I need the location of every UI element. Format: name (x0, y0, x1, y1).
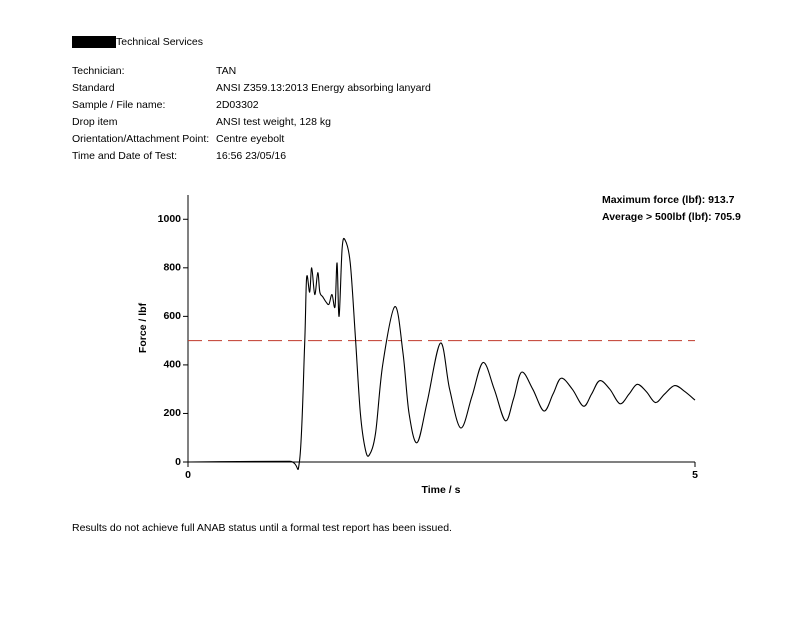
y-tick-label: 0 (175, 456, 181, 468)
field-value: 2D03302 (216, 99, 259, 111)
header-title: Technical Services (116, 36, 203, 48)
field-label: Drop item (72, 116, 118, 128)
field-label: Time and Date of Test: (72, 150, 177, 162)
x-axis-label: Time / s (422, 484, 461, 496)
field-label: Orientation/Attachment Point: (72, 133, 209, 145)
field-value: Centre eyebolt (216, 133, 284, 145)
x-tick-label: 5 (692, 469, 698, 481)
field-value: TAN (216, 65, 236, 77)
footer-note: Results do not achieve full ANAB status … (72, 522, 452, 534)
annotation: Average > 500lbf (lbf): 705.9 (602, 211, 741, 223)
y-axis-label: Force / lbf (137, 302, 149, 353)
annotation: Maximum force (lbf): 913.7 (602, 194, 735, 206)
field-value: 16:56 23/05/16 (216, 150, 286, 162)
y-tick-label: 800 (163, 262, 181, 274)
force-curve (187, 237, 696, 470)
x-tick-label: 0 (185, 469, 191, 481)
y-tick-label: 1000 (158, 213, 182, 225)
y-tick-label: 200 (163, 407, 181, 419)
y-tick-label: 400 (163, 359, 181, 371)
field-label: Standard (72, 82, 115, 94)
field-value: ANSI Z359.13:2013 Energy absorbing lanya… (216, 82, 431, 94)
field-label: Technician: (72, 65, 125, 77)
field-label: Sample / File name: (72, 99, 165, 111)
y-tick-label: 600 (163, 310, 181, 322)
redaction (72, 36, 116, 48)
field-value: ANSI test weight, 128 kg (216, 116, 331, 128)
